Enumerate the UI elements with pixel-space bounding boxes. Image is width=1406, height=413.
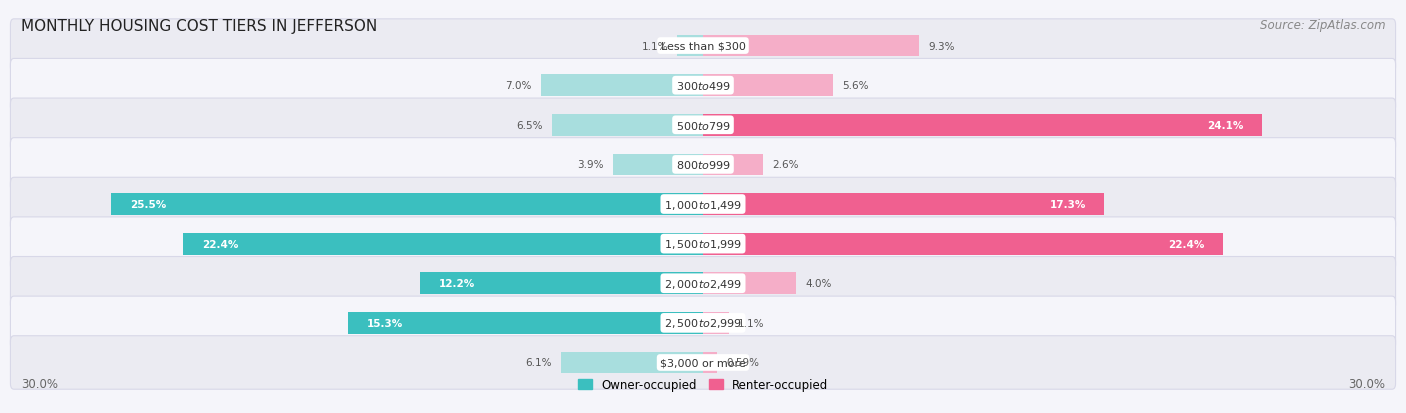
Text: 6.1%: 6.1% (526, 358, 553, 368)
Text: 25.5%: 25.5% (129, 199, 166, 209)
Text: 4.0%: 4.0% (806, 279, 831, 289)
FancyBboxPatch shape (10, 217, 1396, 271)
Bar (183, 233, 703, 255)
Text: 17.3%: 17.3% (1049, 199, 1085, 209)
Bar (703, 352, 717, 373)
Text: $300 to $499: $300 to $499 (675, 80, 731, 92)
Text: 24.1%: 24.1% (1208, 121, 1243, 131)
FancyBboxPatch shape (10, 178, 1396, 231)
FancyBboxPatch shape (10, 59, 1396, 113)
Bar (703, 115, 1263, 136)
Bar (420, 273, 703, 294)
Text: 3.9%: 3.9% (576, 160, 603, 170)
FancyBboxPatch shape (10, 336, 1396, 389)
Text: 30.0%: 30.0% (21, 377, 58, 390)
Bar (613, 154, 703, 176)
FancyBboxPatch shape (10, 99, 1396, 152)
FancyBboxPatch shape (10, 20, 1396, 73)
Text: 9.3%: 9.3% (928, 41, 955, 52)
Text: 6.5%: 6.5% (516, 121, 543, 131)
Text: $500 to $799: $500 to $799 (675, 119, 731, 131)
Text: $1,500 to $1,999: $1,500 to $1,999 (664, 237, 742, 251)
Text: 5.6%: 5.6% (842, 81, 869, 91)
Bar (703, 312, 728, 334)
Bar (703, 273, 796, 294)
Text: 2.6%: 2.6% (773, 160, 799, 170)
Bar (703, 36, 918, 57)
Text: 22.4%: 22.4% (202, 239, 238, 249)
Text: 15.3%: 15.3% (367, 318, 404, 328)
Text: $2,500 to $2,999: $2,500 to $2,999 (664, 317, 742, 330)
FancyBboxPatch shape (10, 138, 1396, 192)
Bar (349, 312, 703, 334)
Bar (703, 75, 832, 97)
Bar (703, 233, 1223, 255)
Bar (540, 75, 703, 97)
Text: 0.59%: 0.59% (725, 358, 759, 368)
Text: 22.4%: 22.4% (1168, 239, 1204, 249)
Text: 1.1%: 1.1% (641, 41, 668, 52)
Text: 12.2%: 12.2% (439, 279, 475, 289)
Bar (678, 36, 703, 57)
Bar (703, 154, 763, 176)
Bar (561, 352, 703, 373)
Text: $1,000 to $1,499: $1,000 to $1,499 (664, 198, 742, 211)
Text: Source: ZipAtlas.com: Source: ZipAtlas.com (1260, 19, 1385, 32)
Text: 30.0%: 30.0% (1348, 377, 1385, 390)
Text: $800 to $999: $800 to $999 (675, 159, 731, 171)
Bar (553, 115, 703, 136)
Bar (703, 194, 1104, 216)
Text: $2,000 to $2,499: $2,000 to $2,499 (664, 277, 742, 290)
Text: $3,000 or more: $3,000 or more (661, 358, 745, 368)
Text: MONTHLY HOUSING COST TIERS IN JEFFERSON: MONTHLY HOUSING COST TIERS IN JEFFERSON (21, 19, 377, 34)
Legend: Owner-occupied, Renter-occupied: Owner-occupied, Renter-occupied (572, 374, 834, 396)
FancyBboxPatch shape (10, 297, 1396, 350)
Text: 7.0%: 7.0% (505, 81, 531, 91)
FancyBboxPatch shape (10, 257, 1396, 310)
Text: 1.1%: 1.1% (738, 318, 765, 328)
Text: Less than $300: Less than $300 (661, 41, 745, 52)
Bar (111, 194, 703, 216)
